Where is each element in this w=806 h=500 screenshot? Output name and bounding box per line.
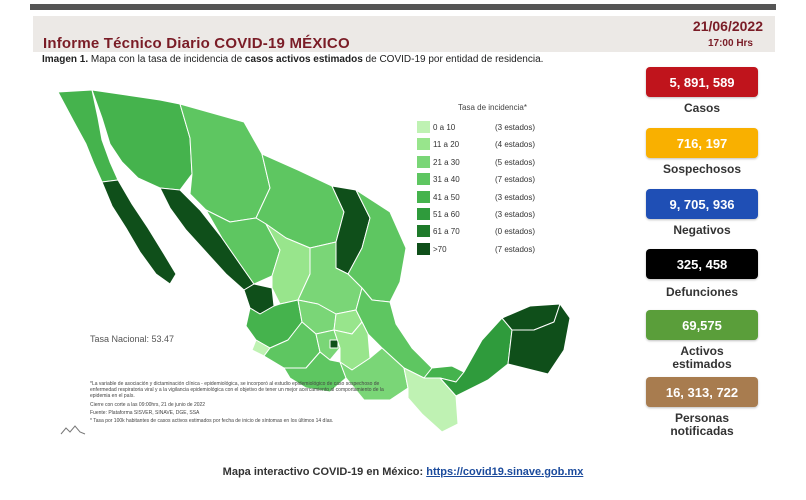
stat-label: Sospechosos [662, 162, 742, 176]
stat-label: Negativos [673, 223, 731, 237]
legend-title: Tasa de incidencia* [458, 103, 527, 112]
stat-value-box: 716, 197 [646, 128, 758, 158]
footnote: *La variable de asociación y dictaminaci… [90, 381, 384, 400]
legend-count: (4 estados) [495, 140, 536, 150]
legend-range: 41 a 50 [433, 192, 460, 202]
report-time: 17:00 Hrs [707, 38, 753, 49]
stat-value-box: 16, 313, 722 [646, 377, 758, 407]
top-bar [30, 4, 776, 10]
caption-label: Imagen 1. [42, 54, 89, 65]
stat-label: Personas notificadas [670, 411, 734, 438]
legend-swatch [417, 208, 430, 220]
legend-count: (5 estados) [495, 157, 536, 167]
report-header: Informe Técnico Diario COVID-19 MÉXICO 2… [33, 16, 775, 52]
legend-swatch [417, 155, 430, 168]
footnote: Fuente: Plataforma SISVER, SINAVE, DGE, … [90, 409, 200, 416]
legend-count: (0 estados) [495, 227, 536, 237]
legend-swatch [417, 190, 430, 203]
tasa-nacional: Tasa Nacional: 53.47 [90, 334, 175, 344]
footnote: * Tasa por 100k habitantes de casos acti… [90, 418, 334, 425]
legend-range: 11 a 20 [433, 140, 460, 150]
state-campeche [439, 317, 513, 397]
legend-count: (3 estados) [495, 192, 536, 202]
legend-range: 31 a 40 [433, 175, 460, 185]
state-baja-california-sur [101, 179, 177, 285]
caption-text-bold: casos activos estimados [244, 54, 363, 65]
legend-count: (7 estados) [495, 244, 536, 254]
legend-range: 0 a 10 [433, 123, 456, 132]
legend-count: (3 estados) [495, 210, 536, 219]
caption-text-after: de COVID-19 por entidad de residencia. [362, 54, 544, 65]
footer: Mapa interactivo COVID-19 en México: htt… [0, 466, 806, 478]
state-quintana-roo [507, 303, 571, 375]
legend-range: 21 a 30 [433, 157, 460, 167]
legend-count: (3 estados) [495, 123, 536, 132]
report-title: Informe Técnico Diario COVID-19 MÉXICO [43, 35, 350, 52]
footnote: Cierre con corte a las 09:00hrs, 21 de j… [90, 401, 206, 408]
footer-text: Mapa interactivo COVID-19 en México: [222, 466, 427, 478]
report-date: 21/06/2022 [692, 18, 763, 34]
legend-swatch [417, 121, 430, 133]
legend-swatch [417, 138, 430, 151]
image-caption: Imagen 1. Mapa con la tasa de incidencia… [42, 54, 543, 65]
stat-value-box: 5, 891, 589 [646, 67, 758, 97]
map-logo-icon [60, 425, 86, 435]
mexico-incidence-map [57, 89, 571, 433]
legend-range: >70 [433, 244, 447, 254]
legend-range: 51 a 60 [433, 210, 460, 219]
caption-text-before: Mapa con la tasa de incidencia de [88, 54, 245, 65]
stat-label: Defunciones [665, 285, 738, 299]
stat-label: Activos estimados [672, 344, 732, 371]
state-mexico [315, 329, 341, 361]
interactive-map-link[interactable]: https://covid19.sinave.gob.mx [426, 466, 584, 478]
stat-label: Casos [683, 101, 721, 115]
legend-count: (7 estados) [495, 175, 536, 185]
legend-range: 61 a 70 [433, 227, 460, 237]
legend-swatch [417, 173, 430, 186]
state-cdmx [329, 339, 339, 349]
stat-value-box: 325, 458 [646, 249, 758, 279]
legend-swatch [417, 242, 430, 255]
legend-swatch [417, 225, 430, 238]
footnotes: *La variable de asociación y dictaminaci… [90, 381, 390, 426]
stat-value-box: 9, 705, 936 [646, 189, 758, 219]
stat-value-box: 69,575 [646, 310, 758, 340]
